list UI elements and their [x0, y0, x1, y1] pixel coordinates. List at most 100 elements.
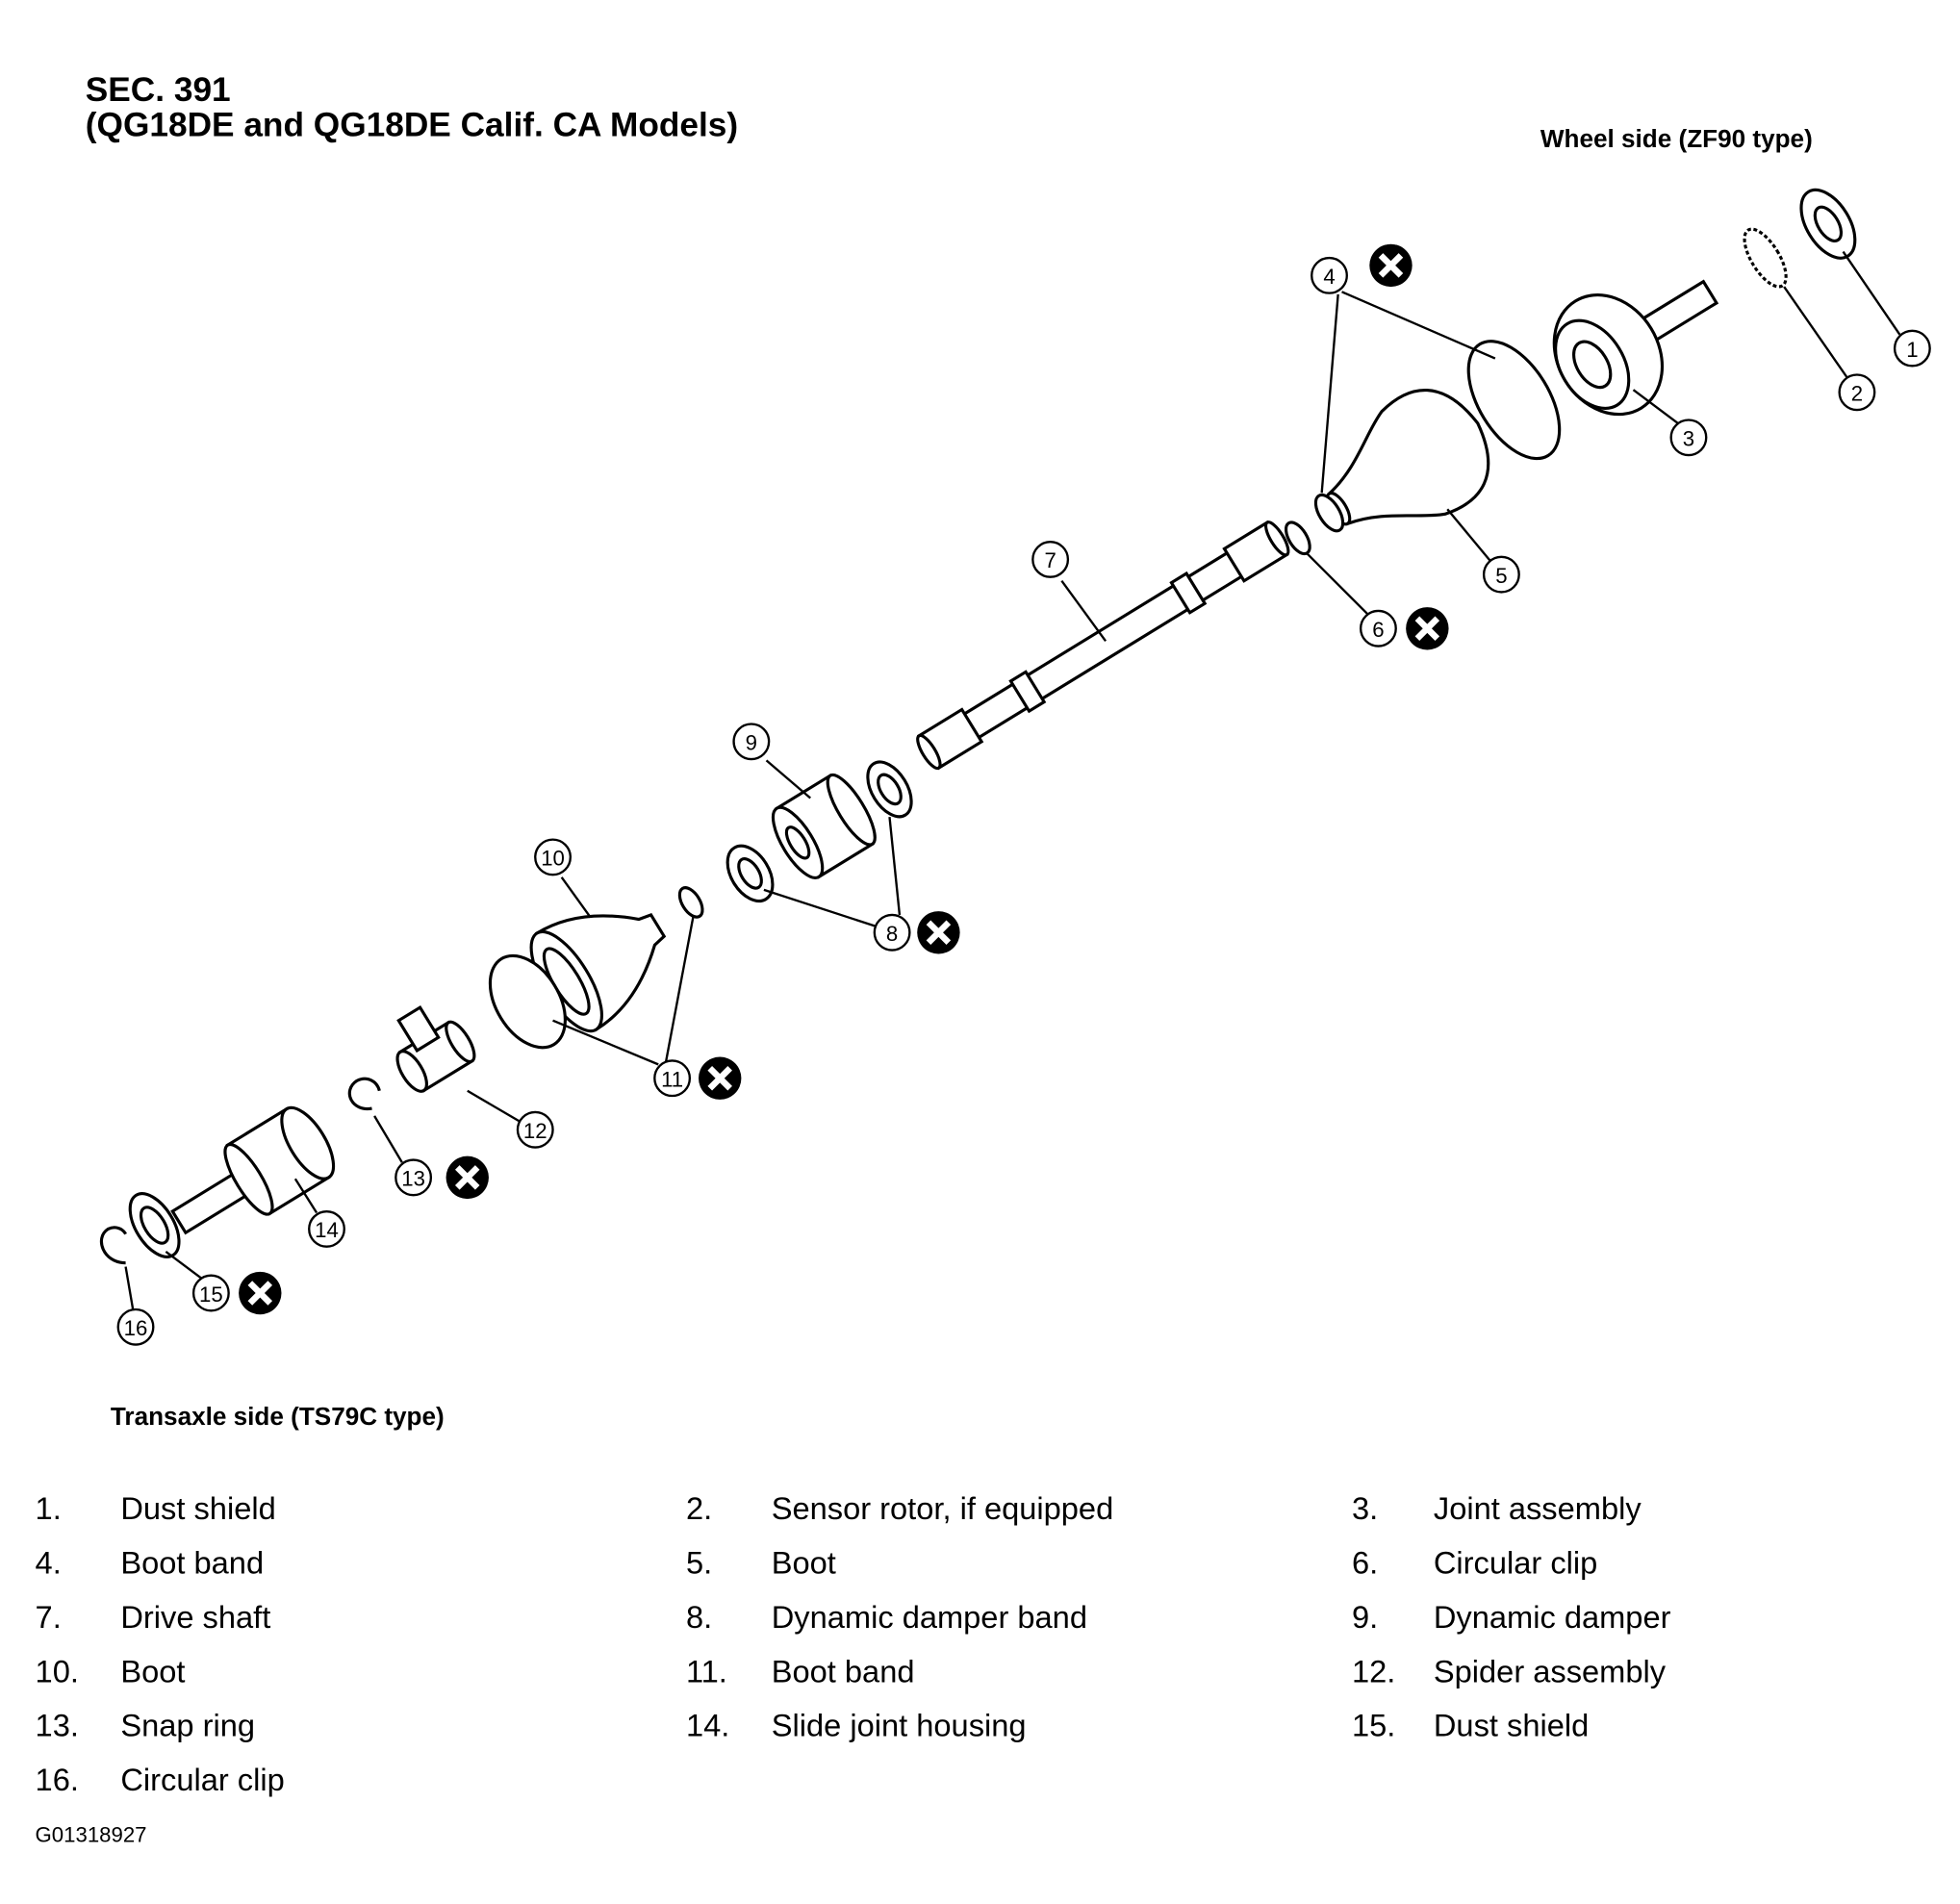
callout-number: 5 — [1495, 564, 1507, 588]
boot-band-11 — [488, 953, 567, 1050]
sensor-rotor — [1743, 227, 1788, 289]
callout-3: 3 — [1669, 419, 1708, 457]
callout-number: 14 — [315, 1218, 339, 1242]
models-subtitle: (QG18DE and QG18DE Calif. CA Models) — [86, 106, 738, 143]
callout-number: 12 — [523, 1119, 547, 1143]
legend-item: 2. Sensor rotor, if equipped — [686, 1490, 1113, 1526]
callout-4: 4 — [1311, 243, 1413, 294]
legend-item: 1. Dust shield — [36, 1490, 276, 1526]
callout-number: 13 — [401, 1167, 425, 1191]
callout-number: 4 — [1323, 265, 1335, 289]
callout-circle — [653, 1059, 692, 1098]
replace-part-x-icon — [699, 1056, 742, 1100]
circular-clip-16 — [99, 1226, 127, 1265]
callout-circle — [1482, 555, 1520, 594]
callout-8: 8 — [873, 911, 960, 954]
legend-item: 4. Boot band — [36, 1544, 265, 1580]
snap-ring-13 — [347, 1077, 381, 1111]
callout-number: 15 — [199, 1282, 223, 1307]
callout-number: 9 — [746, 731, 757, 755]
dynamic-damper — [771, 773, 877, 879]
callout-number: 6 — [1372, 618, 1384, 642]
legend-part-name: Dust shield — [120, 1490, 275, 1526]
legend-number: 11. — [686, 1653, 727, 1688]
figure-code: G01318927 — [36, 1823, 147, 1847]
legend-number: 2. — [686, 1490, 712, 1526]
replace-part-x-icon — [239, 1271, 282, 1315]
legend-item: 6. Circular clip — [1352, 1544, 1597, 1580]
legend-part-name: Sensor rotor, if equipped — [772, 1490, 1113, 1526]
callout-number: 16 — [124, 1316, 148, 1340]
legend-number: 8. — [686, 1599, 712, 1635]
legend-number: 5. — [686, 1544, 712, 1580]
callout-circle — [1031, 540, 1070, 578]
legend-number: 12. — [1352, 1653, 1395, 1688]
legend-part-name: Dust shield — [1434, 1708, 1589, 1743]
wheel-side-label: Wheel side (ZF90 type) — [1540, 124, 1813, 153]
callout-6: 6 — [1359, 607, 1449, 650]
spider-assembly — [395, 1004, 476, 1093]
section-title: SEC. 391 — [86, 71, 231, 109]
legend-part-name: Boot — [772, 1544, 836, 1580]
boot-band-4 — [1466, 340, 1562, 461]
callout-14: 14 — [308, 1209, 345, 1248]
legend-number: 6. — [1352, 1544, 1378, 1580]
legend-item: 16. Circular clip — [36, 1762, 285, 1797]
leader-lines — [124, 250, 1901, 1311]
drive-shaft — [916, 520, 1290, 771]
legend-number: 3. — [1352, 1490, 1378, 1526]
replace-part-x-icon — [917, 911, 960, 954]
replace-part-x-icon — [1369, 243, 1413, 288]
legend-number: 10. — [36, 1653, 79, 1688]
legend-item: 10. Boot — [36, 1653, 186, 1688]
callout-circle — [732, 723, 771, 761]
callout-circle — [1838, 373, 1876, 412]
legend-number: 4. — [36, 1544, 62, 1580]
callout-10: 10 — [534, 838, 572, 876]
legend-item: 12. Spider assembly — [1352, 1653, 1667, 1688]
legend-number: 16. — [36, 1762, 79, 1797]
callout-number: 3 — [1683, 427, 1694, 451]
callout-circle — [1893, 329, 1931, 368]
legend-part-name: Circular clip — [120, 1762, 284, 1797]
small-band-11 — [677, 886, 704, 919]
callout-2: 2 — [1838, 373, 1876, 412]
legend-number: 9. — [1352, 1599, 1378, 1635]
callout-7: 7 — [1031, 540, 1070, 578]
callout-9: 9 — [732, 723, 771, 761]
callout-circle — [516, 1110, 554, 1149]
legend-item: 15. Dust shield — [1352, 1708, 1589, 1743]
legend-part-name: Dynamic damper band — [772, 1599, 1087, 1635]
callout-16: 16 — [116, 1307, 155, 1346]
legend-item: 9. Dynamic damper — [1352, 1599, 1671, 1635]
legend-number: 7. — [36, 1599, 62, 1635]
legend-part-name: Spider assembly — [1434, 1653, 1667, 1688]
callout-11: 11 — [653, 1056, 742, 1100]
callout-number: 7 — [1044, 548, 1056, 572]
legend-item: 13. Snap ring — [36, 1708, 255, 1743]
legend-item: 14. Slide joint housing — [686, 1708, 1027, 1743]
legend-part-name: Drive shaft — [120, 1599, 270, 1635]
callout-circle — [1669, 419, 1708, 457]
callout-number: 10 — [541, 847, 565, 871]
callout-number: 2 — [1851, 382, 1863, 406]
small-band-4 — [1313, 493, 1345, 533]
legend-item: 7. Drive shaft — [36, 1599, 271, 1635]
callout-15: 15 — [191, 1271, 282, 1315]
callout-13: 13 — [395, 1155, 489, 1200]
legend-part-name: Slide joint housing — [772, 1708, 1027, 1743]
replace-part-x-icon — [1406, 607, 1449, 650]
callout-circle — [1359, 609, 1397, 647]
callout-number: 8 — [886, 922, 898, 946]
legend-part-name: Snap ring — [120, 1708, 255, 1743]
callout-circle — [873, 913, 911, 952]
transaxle-side-label: Transaxle side (TS79C type) — [111, 1402, 445, 1431]
legend-part-name: Joint assembly — [1434, 1490, 1642, 1526]
callout-5: 5 — [1482, 555, 1520, 594]
joint-assembly — [1552, 279, 1719, 417]
callout-number: 11 — [661, 1068, 683, 1092]
legend-number: 13. — [36, 1708, 79, 1743]
legend-number: 14. — [686, 1708, 729, 1743]
